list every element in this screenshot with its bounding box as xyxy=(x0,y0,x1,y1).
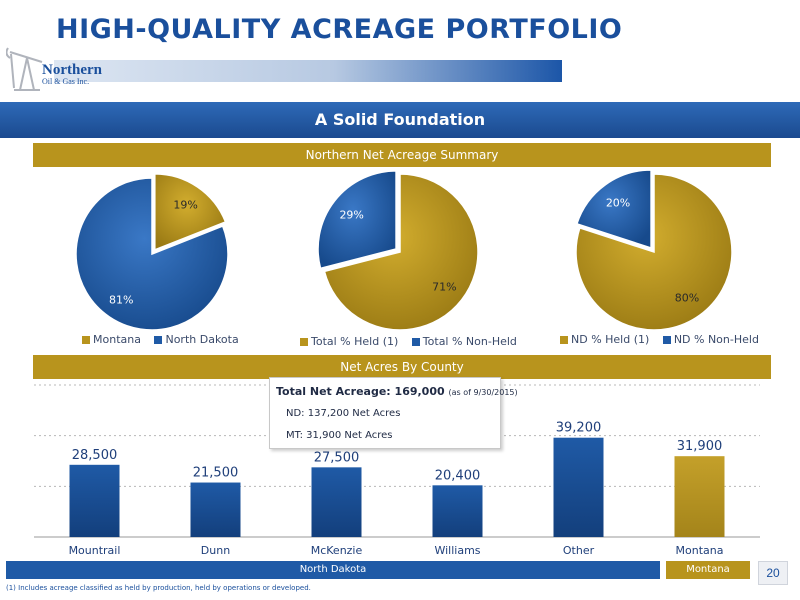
pie2-legend: Total % Held (1) Total % Non-Held xyxy=(300,335,527,348)
pie-slice-label: 19% xyxy=(173,199,197,212)
pie-slice-label: 71% xyxy=(432,280,456,293)
callout-total: Total Net Acreage: 169,000 xyxy=(276,385,445,398)
bar xyxy=(190,482,241,537)
logo-name: Northern xyxy=(42,62,102,78)
pumpjack-logo-icon xyxy=(6,47,43,91)
category-tick-label: Mountrail xyxy=(69,544,121,557)
footnote: (1) Includes acreage classified as held … xyxy=(6,584,311,592)
summary-header: Northern Net Acreage Summary xyxy=(33,143,771,167)
pie3-legend: ND % Held (1) ND % Non-Held xyxy=(560,333,769,346)
pie-slice xyxy=(323,173,479,331)
pie-slice xyxy=(154,173,227,251)
acreage-pie-charts: 19% 81% 71% 29% 80% 20% xyxy=(75,169,733,331)
bar xyxy=(69,464,120,537)
category-tick-label: Other xyxy=(563,544,595,557)
title-underline xyxy=(54,60,562,82)
bar-value-label: 20,400 xyxy=(435,468,481,483)
legend-swatch-blue xyxy=(154,336,163,344)
legend-label: ND % Non-Held xyxy=(673,333,759,346)
callout-mt-line: MT: 31,900 Net Acres xyxy=(286,430,393,441)
callout-title: Total Net Acreage: 169,000 (as of 9/30/2… xyxy=(276,385,518,398)
legend-swatch-gold xyxy=(560,336,568,344)
county-header: Net Acres By County xyxy=(33,355,771,379)
logo-subname: Oil & Gas Inc. xyxy=(42,77,90,86)
legend-label: Total % Non-Held xyxy=(422,335,517,348)
bar xyxy=(674,456,725,537)
subtitle-banner: A Solid Foundation xyxy=(0,102,800,138)
pie-slice xyxy=(75,177,229,331)
region-bar-north-dakota: North Dakota xyxy=(6,561,660,579)
bar-value-label: 21,500 xyxy=(193,466,239,481)
legend-swatch-blue xyxy=(411,338,420,346)
bar-value-label: 31,900 xyxy=(677,439,723,454)
callout-date: (as of 9/30/2015) xyxy=(448,388,518,397)
legend-swatch-gold xyxy=(82,336,90,344)
category-tick-label: McKenzie xyxy=(311,544,363,557)
category-tick-label: Montana xyxy=(676,544,724,557)
callout-nd-line: ND: 137,200 Net Acres xyxy=(286,408,401,419)
bar xyxy=(311,467,362,537)
legend-label: Montana xyxy=(93,333,141,346)
pie-slice-label: 81% xyxy=(109,293,133,306)
pie-slice xyxy=(575,169,652,249)
bar-value-label: 27,500 xyxy=(314,450,360,465)
pie-slice xyxy=(575,173,733,331)
pie1-legend: Montana North Dakota xyxy=(82,333,249,346)
pie-slice-label: 20% xyxy=(606,197,630,210)
category-tick-label: Dunn xyxy=(201,544,230,557)
pie-slice-label: 80% xyxy=(675,291,699,304)
bar-value-label: 28,500 xyxy=(72,448,118,463)
bar xyxy=(432,485,483,537)
legend-label: North Dakota xyxy=(165,333,239,346)
bar-value-label: 39,200 xyxy=(556,421,602,436)
bar xyxy=(553,437,604,537)
legend-swatch-gold xyxy=(300,338,308,346)
pie-slice xyxy=(317,170,397,270)
category-tick-label: Williams xyxy=(434,544,480,557)
legend-label: ND % Held (1) xyxy=(571,333,650,346)
legend-swatch-blue xyxy=(662,336,671,344)
pie-slice-label: 29% xyxy=(339,209,363,222)
legend-label: Total % Held (1) xyxy=(311,335,399,348)
page-number: 20 xyxy=(758,561,788,585)
page-title: HIGH-QUALITY ACREAGE PORTFOLIO xyxy=(56,14,623,45)
region-bar-montana: Montana xyxy=(666,561,750,579)
total-acreage-callout: Total Net Acreage: 169,000 (as of 9/30/2… xyxy=(269,377,518,449)
